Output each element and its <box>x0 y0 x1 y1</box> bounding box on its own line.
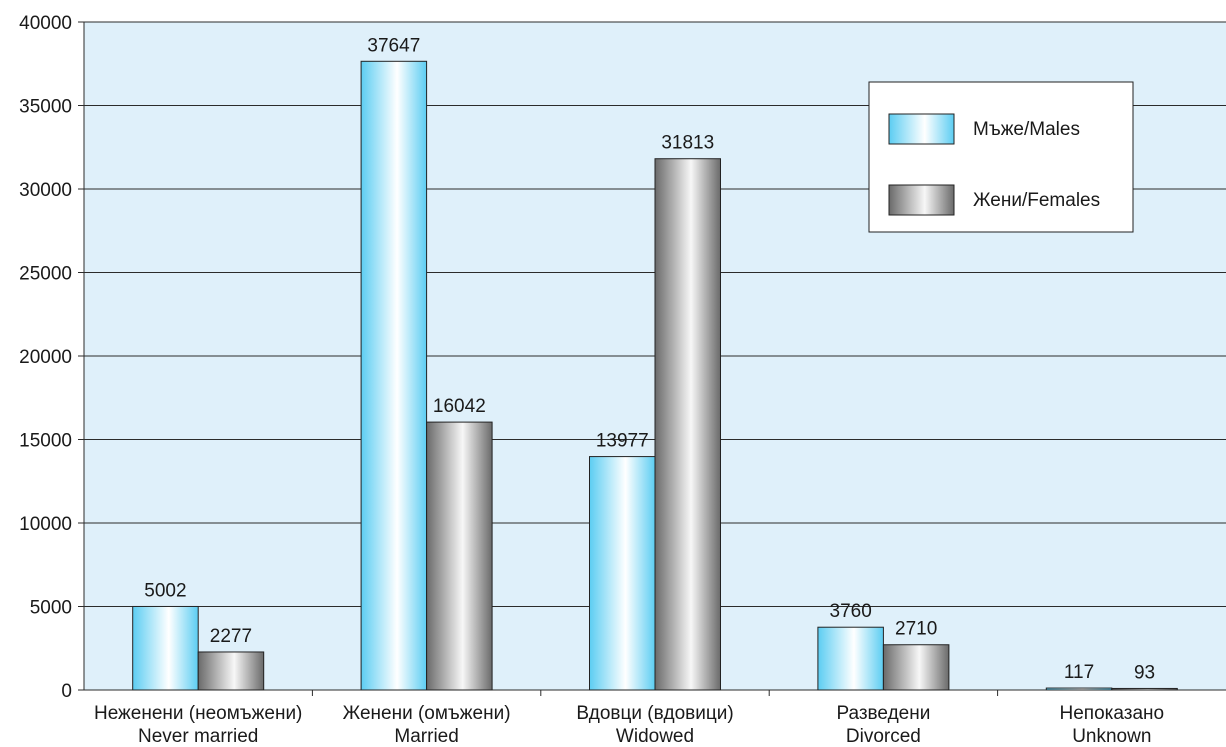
data-label: 37647 <box>367 35 420 56</box>
data-label: 117 <box>1064 662 1094 683</box>
x-tick-label: Разведени <box>836 703 930 724</box>
legend-swatch-females <box>888 184 955 216</box>
y-tick-label: 40000 <box>19 13 72 34</box>
y-tick-label: 25000 <box>19 264 72 285</box>
x-tick-label: Unknown <box>1072 726 1151 747</box>
bar-females <box>197 651 265 691</box>
bar-males <box>360 60 428 691</box>
data-label: 13977 <box>596 431 649 452</box>
x-tick-label: Widowed <box>616 726 694 747</box>
bar-females <box>882 644 950 691</box>
x-tick-label: Never married <box>138 726 258 747</box>
legend: Мъже/Males Жени/Females <box>868 81 1134 233</box>
bar-males <box>589 456 656 691</box>
legend-label: Жени/Females <box>973 190 1100 211</box>
bar-females <box>654 158 721 691</box>
data-label: 2710 <box>895 619 937 640</box>
bar-females <box>426 421 493 691</box>
bar-males <box>132 605 199 691</box>
data-label: 31813 <box>661 133 714 154</box>
y-tick-label: 0 <box>61 681 72 702</box>
data-label: 5002 <box>144 580 186 601</box>
x-tick-label: Женени (омъжени) <box>343 703 511 724</box>
y-tick-label: 35000 <box>19 97 72 118</box>
y-tick-label: 5000 <box>30 598 72 619</box>
x-tick-label: Непоказано <box>1060 703 1165 724</box>
legend-label: Мъже/Males <box>973 119 1080 140</box>
y-tick-label: 15000 <box>19 431 72 452</box>
x-tick-label: Divorced <box>846 726 921 747</box>
data-label: 3760 <box>830 601 872 622</box>
bar-females <box>1111 687 1178 691</box>
data-label: 16042 <box>433 396 486 417</box>
x-tick-label: Вдовци (вдовици) <box>576 703 733 724</box>
x-tick-label: Неженени (неомъжени) <box>94 703 302 724</box>
legend-swatch-males <box>888 113 955 145</box>
y-tick-label: 10000 <box>19 514 72 535</box>
y-tick-label: 20000 <box>19 347 72 368</box>
data-label: 93 <box>1134 662 1155 683</box>
x-tick-label: Married <box>394 726 458 747</box>
bar-males <box>1045 687 1113 691</box>
bar-males <box>817 626 884 691</box>
data-label: 2277 <box>210 626 252 647</box>
y-tick-label: 30000 <box>19 180 72 201</box>
